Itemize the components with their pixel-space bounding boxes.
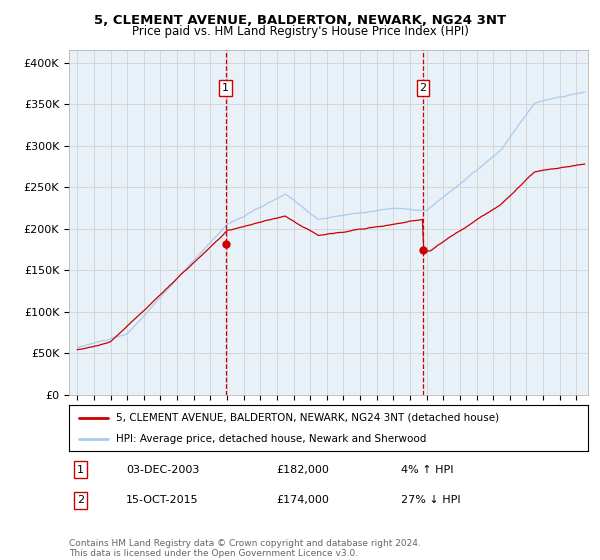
Text: 03-DEC-2003: 03-DEC-2003: [126, 465, 199, 474]
Text: £174,000: £174,000: [277, 496, 329, 505]
Text: 1: 1: [77, 465, 84, 474]
Text: 5, CLEMENT AVENUE, BALDERTON, NEWARK, NG24 3NT (detached house): 5, CLEMENT AVENUE, BALDERTON, NEWARK, NG…: [116, 413, 499, 423]
Text: 2: 2: [77, 496, 84, 505]
Text: 2: 2: [419, 83, 427, 93]
Text: 27% ↓ HPI: 27% ↓ HPI: [401, 496, 461, 505]
Text: Price paid vs. HM Land Registry's House Price Index (HPI): Price paid vs. HM Land Registry's House …: [131, 25, 469, 38]
Text: Contains HM Land Registry data © Crown copyright and database right 2024.
This d: Contains HM Land Registry data © Crown c…: [69, 539, 421, 558]
Text: 15-OCT-2015: 15-OCT-2015: [126, 496, 199, 505]
Text: 1: 1: [222, 83, 229, 93]
Text: 5, CLEMENT AVENUE, BALDERTON, NEWARK, NG24 3NT: 5, CLEMENT AVENUE, BALDERTON, NEWARK, NG…: [94, 14, 506, 27]
Text: HPI: Average price, detached house, Newark and Sherwood: HPI: Average price, detached house, Newa…: [116, 435, 426, 444]
Text: £182,000: £182,000: [277, 465, 329, 474]
Text: 4% ↑ HPI: 4% ↑ HPI: [401, 465, 454, 474]
